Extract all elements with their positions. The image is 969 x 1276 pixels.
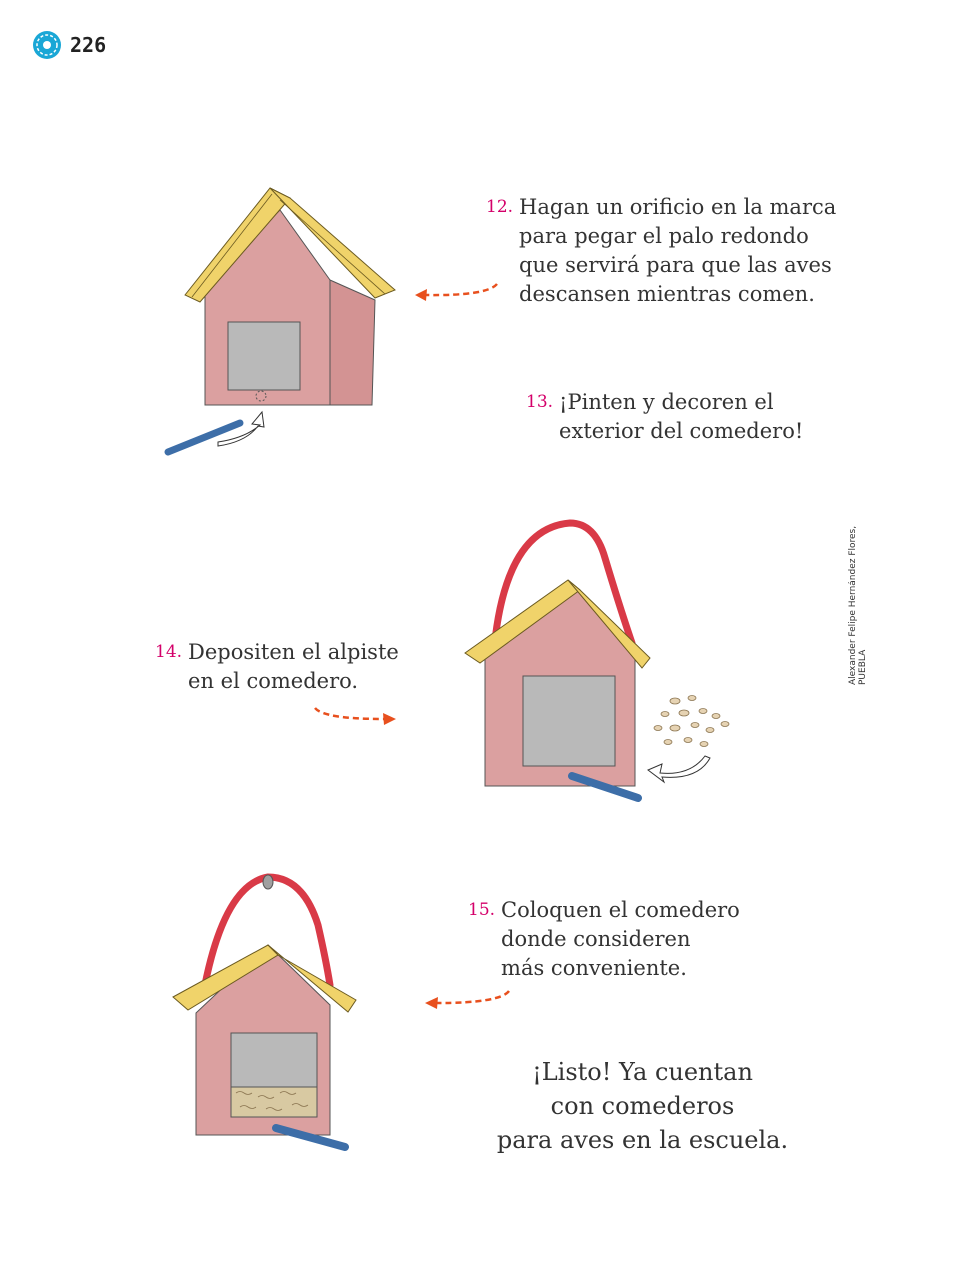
step-number: 14.	[155, 642, 183, 662]
birdhouse-seeds-illustration	[464, 519, 730, 802]
birdhouse-perch-illustration	[164, 187, 396, 456]
dashed-arrow-icon	[314, 707, 396, 725]
step-15: 15. Coloquen el comedero donde considere…	[468, 896, 740, 983]
step-12: 12. Hagan un orificio en la marca para p…	[486, 193, 836, 309]
final-message: ¡Listo! Ya cuentan con comederos para av…	[496, 1058, 789, 1154]
dashed-arrow-icon	[415, 283, 498, 301]
step-text: ¡Pinten y decoren el exterior del comede…	[559, 390, 804, 443]
step-number: 13.	[526, 392, 554, 412]
step-text: Hagan un orificio en la marca para pegar…	[519, 195, 837, 306]
page-header: 226	[32, 30, 106, 60]
step-number: 12.	[486, 197, 514, 217]
dashed-arrow-icon	[425, 990, 510, 1009]
step-number: 15.	[468, 900, 496, 920]
step-13: 13. ¡Pinten y decoren el exterior del co…	[526, 388, 803, 446]
step-14: 14. Depositen el alpiste en el comedero.	[155, 638, 399, 696]
page-number: 226	[70, 33, 107, 57]
illustration-credit: Alexander Felipe Hernández Flores, PUEBL…	[848, 525, 868, 685]
birdhouse-hanging-illustration	[172, 873, 357, 1151]
flower-badge-icon	[33, 31, 61, 59]
step-text: Depositen el alpiste en el comedero.	[188, 640, 399, 693]
step-text: Coloquen el comedero donde consideren má…	[501, 898, 740, 980]
